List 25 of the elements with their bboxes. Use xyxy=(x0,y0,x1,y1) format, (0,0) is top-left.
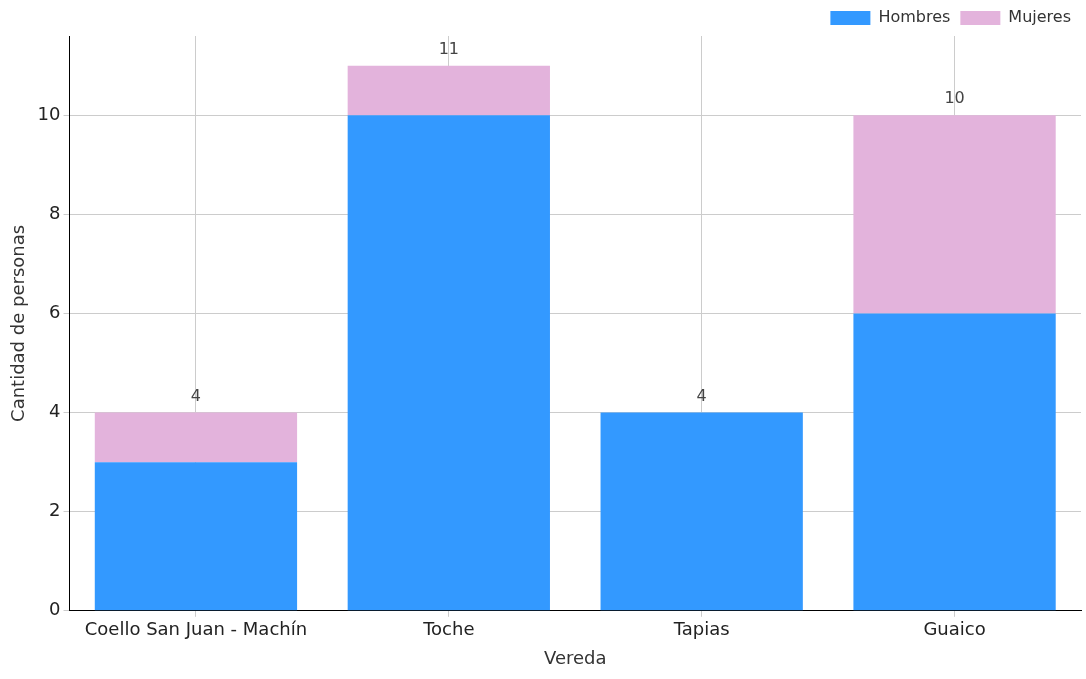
total-label: 10 xyxy=(944,88,965,108)
legend-label: Hombres xyxy=(878,7,951,27)
x-tick-label: Coello San Juan - Machín xyxy=(84,618,308,640)
bar xyxy=(853,115,1056,314)
y-tick-label: 0 xyxy=(49,598,61,620)
bar xyxy=(853,313,1056,611)
x-tick-label: Tapias xyxy=(672,618,730,640)
bar xyxy=(600,412,803,611)
total-label: 11 xyxy=(438,38,459,58)
total-label: 4 xyxy=(190,385,202,405)
x-tick-label: Toche xyxy=(422,618,475,640)
y-tick-label: 6 xyxy=(49,301,61,323)
y-tick-label: 8 xyxy=(49,202,61,224)
y-tick-label: 2 xyxy=(49,499,61,521)
y-axis-title: Cantidad de personas xyxy=(7,224,29,422)
bar xyxy=(94,412,298,463)
bar xyxy=(347,65,550,116)
bar xyxy=(347,115,550,611)
y-tick-label: 10 xyxy=(37,102,61,124)
bar xyxy=(94,462,298,611)
x-axis-title: Vereda xyxy=(543,646,607,668)
legend-label: Mujeres xyxy=(1008,7,1071,27)
total-label: 4 xyxy=(696,385,707,405)
y-tick-label: 4 xyxy=(49,400,61,422)
x-tick-label: Guaico xyxy=(923,618,986,640)
